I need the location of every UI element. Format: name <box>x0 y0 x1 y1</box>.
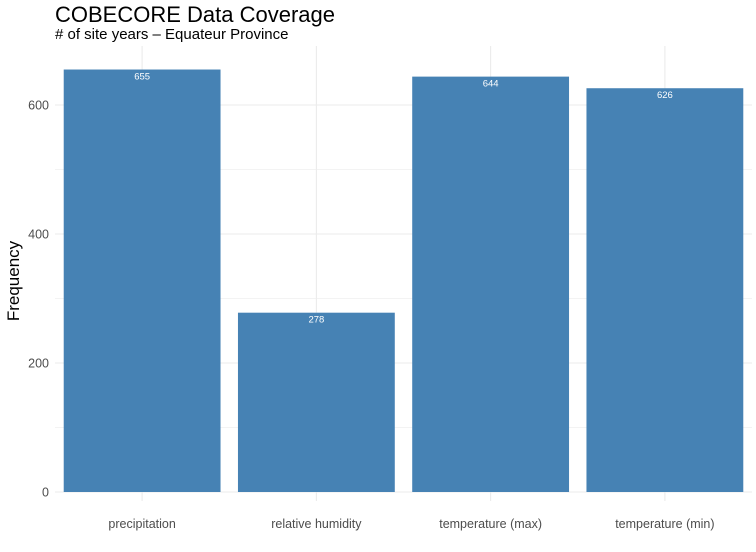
bar <box>586 88 744 492</box>
bar-value-label: 626 <box>657 90 673 101</box>
bars <box>63 69 744 493</box>
bar <box>63 69 221 493</box>
y-tick-label: 200 <box>28 357 49 371</box>
bar-value-label: 655 <box>134 72 150 83</box>
bar-value-label: 644 <box>483 79 499 90</box>
y-tick-label: 600 <box>28 99 49 113</box>
chart-subtitle: # of site years – Equateur Province <box>55 26 289 43</box>
x-tick-label: temperature (max) <box>439 517 542 531</box>
y-tick-label: 0 <box>42 486 49 500</box>
chart-title: COBECORE Data Coverage <box>55 2 335 27</box>
y-axis-title: Frequency <box>4 240 23 321</box>
bar-value-label: 278 <box>308 315 324 326</box>
x-tick-label: relative humidity <box>271 517 362 531</box>
y-axis-tick-labels: 0 200 400 600 <box>28 99 49 500</box>
bar-value-labels: 655 278 644 626 <box>134 72 673 326</box>
bar <box>237 312 395 492</box>
x-axis-tick-labels: precipitation relative humidity temperatur… <box>108 517 714 531</box>
bar <box>412 76 570 493</box>
x-tick-label: precipitation <box>108 517 175 531</box>
y-tick-label: 400 <box>28 228 49 242</box>
x-tick-label: temperature (min) <box>615 517 714 531</box>
